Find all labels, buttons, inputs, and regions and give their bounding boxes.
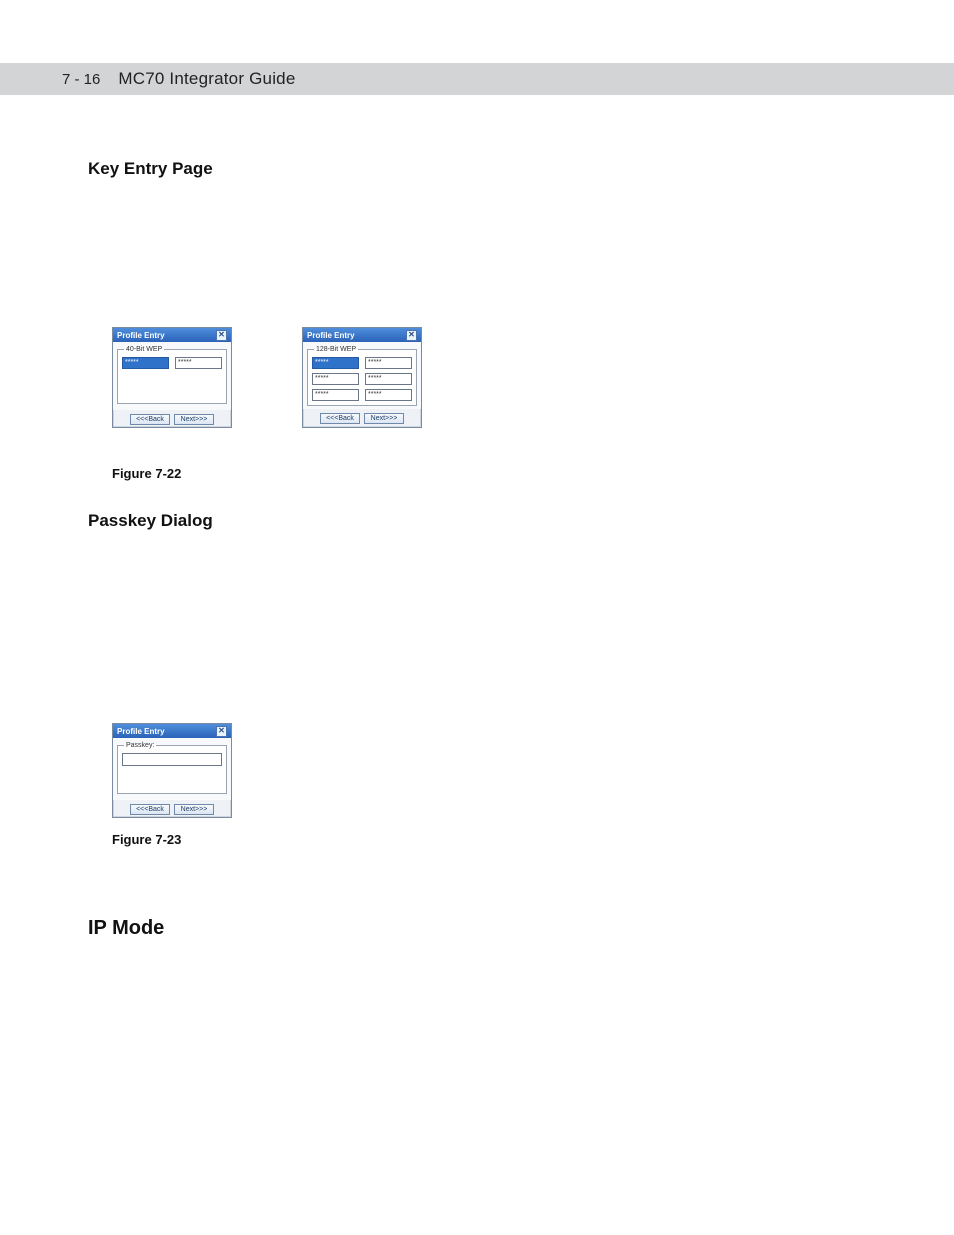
next-button[interactable]: Next>>> xyxy=(174,414,214,425)
heading-ip-mode: IP Mode xyxy=(88,917,954,940)
dialog-passkey: Profile Entry ✕ Passkey: <<<Back Next>>> xyxy=(112,723,232,818)
next-button[interactable]: Next>>> xyxy=(174,804,214,815)
dialog-buttons: <<<Back Next>>> xyxy=(113,410,231,427)
dialog-body: 40-Bit WEP ***** ***** xyxy=(113,342,231,410)
wep40-legend: 40-Bit WEP xyxy=(124,346,164,353)
page-content: Key Entry Page Profile Entry ✕ 40-Bit WE… xyxy=(0,159,954,940)
heading-key-entry: Key Entry Page xyxy=(88,159,954,179)
page-header-band: 7 - 16 MC70 Integrator Guide xyxy=(0,63,954,95)
close-icon[interactable]: ✕ xyxy=(406,330,417,341)
wep128-key-5[interactable]: ***** xyxy=(365,389,412,401)
wep128-key-4[interactable]: ***** xyxy=(312,389,359,401)
close-icon[interactable]: ✕ xyxy=(216,330,227,341)
dialog-titlebar: Profile Entry ✕ xyxy=(113,724,231,738)
dialog-titlebar: Profile Entry ✕ xyxy=(113,328,231,342)
dialog-buttons: <<<Back Next>>> xyxy=(303,409,421,426)
wep128-key-2[interactable]: ***** xyxy=(312,373,359,385)
wep128-fieldset: 128-Bit WEP ***** ***** ***** ***** ****… xyxy=(307,346,417,406)
dialog-body: Passkey: xyxy=(113,738,231,800)
wep128-key-grid: ***** ***** ***** ***** ***** ***** xyxy=(312,357,412,401)
wep40-key-grid: ***** ***** xyxy=(122,357,222,369)
wep40-key-0[interactable]: ***** xyxy=(122,357,169,369)
passkey-input[interactable] xyxy=(122,753,222,766)
passkey-fieldset: Passkey: xyxy=(117,742,227,794)
dialog-title-text: Profile Entry xyxy=(117,331,165,340)
back-button[interactable]: <<<Back xyxy=(130,804,170,815)
figure-7-23-caption: Figure 7-23 xyxy=(112,832,954,847)
wep128-key-0[interactable]: ***** xyxy=(312,357,359,369)
guide-title: MC70 Integrator Guide xyxy=(118,69,295,89)
dialog-wep128: Profile Entry ✕ 128-Bit WEP ***** ***** … xyxy=(302,327,422,428)
dialog-row: Profile Entry ✕ 40-Bit WEP ***** ***** <… xyxy=(112,327,954,428)
dialog-passkey-wrap: Profile Entry ✕ Passkey: <<<Back Next>>> xyxy=(112,723,954,818)
heading-passkey: Passkey Dialog xyxy=(88,511,954,531)
dialog-title-text: Profile Entry xyxy=(307,331,355,340)
wep128-key-1[interactable]: ***** xyxy=(365,357,412,369)
figure-7-22-caption: Figure 7-22 xyxy=(112,466,954,481)
wep40-fieldset: 40-Bit WEP ***** ***** xyxy=(117,346,227,404)
dialog-wep40: Profile Entry ✕ 40-Bit WEP ***** ***** <… xyxy=(112,327,232,428)
passkey-legend: Passkey: xyxy=(124,742,156,749)
back-button[interactable]: <<<Back xyxy=(320,413,360,424)
dialog-titlebar: Profile Entry ✕ xyxy=(303,328,421,342)
wep128-legend: 128-Bit WEP xyxy=(314,346,358,353)
next-button[interactable]: Next>>> xyxy=(364,413,404,424)
dialog-body: 128-Bit WEP ***** ***** ***** ***** ****… xyxy=(303,342,421,409)
close-icon[interactable]: ✕ xyxy=(216,726,227,737)
page-number: 7 - 16 xyxy=(62,71,100,88)
wep128-key-3[interactable]: ***** xyxy=(365,373,412,385)
dialog-title-text: Profile Entry xyxy=(117,727,165,736)
dialog-buttons: <<<Back Next>>> xyxy=(113,800,231,817)
wep40-key-1[interactable]: ***** xyxy=(175,357,222,369)
back-button[interactable]: <<<Back xyxy=(130,414,170,425)
